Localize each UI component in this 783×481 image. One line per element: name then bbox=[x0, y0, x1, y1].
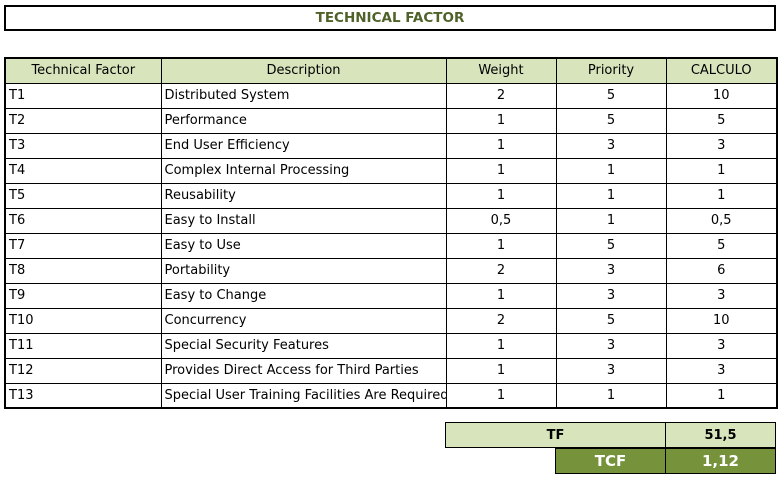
table-row: T4 Complex Internal Processing 1 1 1 bbox=[4, 157, 778, 184]
tcf-value: 1,12 bbox=[665, 448, 776, 474]
cell-description: Easy to Change bbox=[160, 282, 447, 309]
table-row: T11 Special Security Features 1 3 3 bbox=[4, 332, 778, 359]
cell-calculo: 6 bbox=[665, 257, 778, 284]
cell-calculo: 0,5 bbox=[665, 207, 778, 234]
column-header-calculo: CALCULO bbox=[665, 57, 778, 84]
cell-description: Special User Training Facilities Are Req… bbox=[160, 382, 447, 409]
tf-value: 51,5 bbox=[665, 422, 776, 448]
cell-calculo: 3 bbox=[665, 282, 778, 309]
cell-weight: 2 bbox=[445, 257, 557, 284]
cell-priority: 1 bbox=[555, 207, 667, 234]
cell-calculo: 3 bbox=[665, 357, 778, 384]
cell-weight: 2 bbox=[445, 82, 557, 109]
cell-factor: T10 bbox=[4, 307, 162, 334]
cell-factor: T4 bbox=[4, 157, 162, 184]
column-header-weight: Weight bbox=[445, 57, 557, 84]
table-header-row: Technical Factor Description Weight Prio… bbox=[4, 57, 778, 84]
cell-description: Reusability bbox=[160, 182, 447, 209]
table-row: T5 Reusability 1 1 1 bbox=[4, 182, 778, 209]
table-row: T9 Easy to Change 1 3 3 bbox=[4, 282, 778, 309]
cell-description: Special Security Features bbox=[160, 332, 447, 359]
cell-priority: 3 bbox=[555, 357, 667, 384]
column-header-technical-factor: Technical Factor bbox=[4, 57, 162, 84]
cell-calculo: 1 bbox=[665, 382, 778, 409]
table-row: T7 Easy to Use 1 5 5 bbox=[4, 232, 778, 259]
cell-priority: 5 bbox=[555, 307, 667, 334]
cell-priority: 1 bbox=[555, 157, 667, 184]
table-row: T2 Performance 1 5 5 bbox=[4, 107, 778, 134]
table-row: T3 End User Efficiency 1 3 3 bbox=[4, 132, 778, 159]
cell-factor: T5 bbox=[4, 182, 162, 209]
cell-weight: 2 bbox=[445, 307, 557, 334]
table-row: T8 Portability 2 3 6 bbox=[4, 257, 778, 284]
table-row: T6 Easy to Install 0,5 1 0,5 bbox=[4, 207, 778, 234]
cell-factor: T6 bbox=[4, 207, 162, 234]
cell-calculo: 3 bbox=[665, 332, 778, 359]
cell-calculo: 5 bbox=[665, 107, 778, 134]
cell-factor: T1 bbox=[4, 82, 162, 109]
cell-weight: 1 bbox=[445, 282, 557, 309]
cell-factor: T3 bbox=[4, 132, 162, 159]
cell-description: Portability bbox=[160, 257, 447, 284]
cell-priority: 3 bbox=[555, 257, 667, 284]
cell-description: Concurrency bbox=[160, 307, 447, 334]
cell-description: Easy to Use bbox=[160, 232, 447, 259]
cell-priority: 3 bbox=[555, 282, 667, 309]
cell-weight: 1 bbox=[445, 232, 557, 259]
cell-weight: 1 bbox=[445, 182, 557, 209]
cell-description: Distributed System bbox=[160, 82, 447, 109]
cell-description: Easy to Install bbox=[160, 207, 447, 234]
cell-factor: T12 bbox=[4, 357, 162, 384]
cell-calculo: 10 bbox=[665, 307, 778, 334]
cell-calculo: 5 bbox=[665, 232, 778, 259]
cell-description: End User Efficiency bbox=[160, 132, 447, 159]
cell-priority: 3 bbox=[555, 132, 667, 159]
cell-weight: 1 bbox=[445, 382, 557, 409]
cell-weight: 1 bbox=[445, 132, 557, 159]
cell-factor: T8 bbox=[4, 257, 162, 284]
column-header-description: Description bbox=[160, 57, 447, 84]
cell-priority: 1 bbox=[555, 382, 667, 409]
cell-weight: 1 bbox=[445, 107, 557, 134]
cell-calculo: 1 bbox=[665, 157, 778, 184]
cell-calculo: 1 bbox=[665, 182, 778, 209]
cell-description: Provides Direct Access for Third Parties bbox=[160, 357, 447, 384]
tcf-label: TCF bbox=[555, 448, 665, 474]
cell-priority: 1 bbox=[555, 182, 667, 209]
cell-calculo: 3 bbox=[665, 132, 778, 159]
cell-weight: 0,5 bbox=[445, 207, 557, 234]
cell-factor: T9 bbox=[4, 282, 162, 309]
column-header-priority: Priority bbox=[555, 57, 667, 84]
cell-weight: 1 bbox=[445, 357, 557, 384]
cell-description: Complex Internal Processing bbox=[160, 157, 447, 184]
cell-priority: 5 bbox=[555, 82, 667, 109]
cell-priority: 3 bbox=[555, 332, 667, 359]
cell-calculo: 10 bbox=[665, 82, 778, 109]
table-row: T13 Special User Training Facilities Are … bbox=[4, 382, 778, 409]
table-row: T1 Distributed System 2 5 10 bbox=[4, 82, 778, 109]
cell-priority: 5 bbox=[555, 107, 667, 134]
cell-factor: T7 bbox=[4, 232, 162, 259]
cell-factor: T2 bbox=[4, 107, 162, 134]
cell-factor: T13 bbox=[4, 382, 162, 409]
cell-weight: 1 bbox=[445, 332, 557, 359]
table-row: T10 Concurrency 2 5 10 bbox=[4, 307, 778, 334]
tf-label: TF bbox=[445, 422, 665, 448]
cell-factor: T11 bbox=[4, 332, 162, 359]
cell-description: Performance bbox=[160, 107, 447, 134]
cell-priority: 5 bbox=[555, 232, 667, 259]
cell-weight: 1 bbox=[445, 157, 557, 184]
table-title: TECHNICAL FACTOR bbox=[4, 5, 776, 31]
technical-factor-table: Technical Factor Description Weight Prio… bbox=[4, 57, 778, 409]
table-row: T12 Provides Direct Access for Third Part… bbox=[4, 357, 778, 384]
